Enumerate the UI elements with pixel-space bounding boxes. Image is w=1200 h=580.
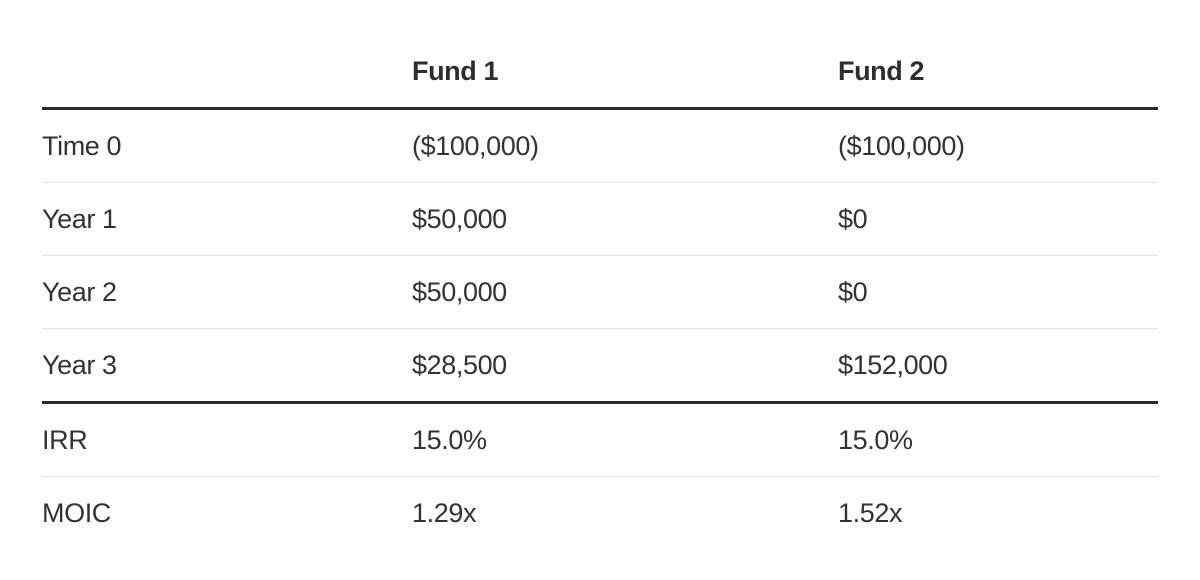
fund1-value: 1.29x [412,498,477,528]
row-label: IRR [42,402,412,477]
fund2-value: 15.0% [838,402,1158,477]
fund1-value: $50,000 [412,255,838,329]
fund-comparison-section: Fund 1 Fund 2 Time 0 ($100,000) ($100,00… [42,55,1158,549]
fund1-value: 15.0% [412,402,838,477]
fund2-value: 1.52x [838,498,903,528]
column-header-fund1: Fund 1 [412,55,838,110]
fund1-value: $50,000 [412,182,838,256]
table-row-year3: Year 3 $28,500 $152,000 [42,328,1158,404]
column-header-fund2: Fund 2 [838,55,1158,110]
row-label: MOIC [42,498,111,528]
table-row-moic: MOIC 1.29x 1.52x [42,477,1158,550]
fund2-value: $152,000 [838,328,1158,404]
row-label: Time 0 [42,108,412,183]
table-header-row: Fund 1 Fund 2 [42,55,1158,110]
fund-comparison-table: Fund 1 Fund 2 Time 0 ($100,000) ($100,00… [42,55,1158,549]
fund1-value: ($100,000) [412,108,838,183]
fund2-value: ($100,000) [838,108,1158,183]
header-spacer-cell [42,55,412,110]
table-row-year1: Year 1 $50,000 $0 [42,182,1158,256]
row-label: Year 3 [42,328,412,404]
fund1-value: $28,500 [412,328,838,404]
fund2-value: $0 [838,182,1158,256]
table-row-irr: IRR 15.0% 15.0% [42,402,1158,477]
table-row-time0: Time 0 ($100,000) ($100,000) [42,108,1158,183]
row-label: Year 1 [42,182,412,256]
fund2-value: $0 [838,255,1158,329]
table-row-year2: Year 2 $50,000 $0 [42,255,1158,329]
row-label: Year 2 [42,255,412,329]
